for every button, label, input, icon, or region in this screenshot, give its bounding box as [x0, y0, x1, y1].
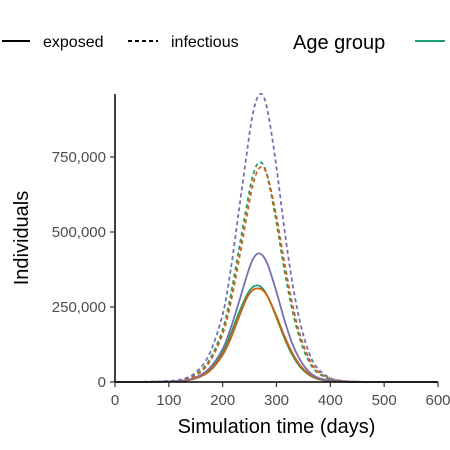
y-tick-label: 750,000 [52, 149, 106, 166]
legend-title-age-group: Age group [293, 32, 385, 54]
series-line-orange-exposed [114, 287, 438, 383]
x-tick-label: 600 [425, 392, 450, 409]
x-tick-label: 100 [156, 392, 181, 409]
y-axis-ticks: 0 250,000 500,000 750,000 [52, 149, 115, 391]
series-line-orange-infectious [114, 165, 438, 383]
series-layer [114, 92, 438, 383]
y-axis-title: Individuals [11, 191, 33, 286]
series-line-green-infectious [114, 161, 438, 383]
y-tick-label: 0 [98, 374, 106, 391]
x-tick-label: 200 [210, 392, 235, 409]
x-tick-label: 500 [372, 392, 397, 409]
x-axis-title: Simulation time (days) [178, 416, 376, 438]
legend-label-exposed: exposed [43, 34, 104, 51]
series-line-green-exposed [114, 284, 438, 383]
x-tick-label: 400 [318, 392, 343, 409]
legend: exposed infectious Age group [2, 32, 445, 54]
x-axis-ticks: 0 100 200 300 400 500 600 [111, 382, 450, 409]
x-tick-label: 300 [264, 392, 289, 409]
y-tick-label: 500,000 [52, 224, 106, 241]
y-tick-label: 250,000 [52, 299, 106, 316]
series-line-purple-infectious [114, 92, 438, 383]
legend-label-infectious: infectious [171, 34, 239, 51]
x-tick-label: 0 [111, 392, 119, 409]
